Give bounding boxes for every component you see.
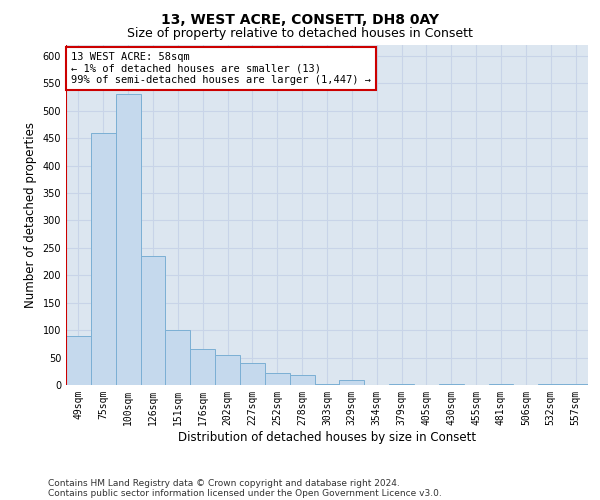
Text: Contains public sector information licensed under the Open Government Licence v3: Contains public sector information licen… [48,488,442,498]
Bar [166,330,190,385]
X-axis label: Distribution of detached houses by size in Consett: Distribution of detached houses by size … [178,430,476,444]
Bar [488,384,514,385]
Text: Size of property relative to detached houses in Consett: Size of property relative to detached ho… [127,28,473,40]
Bar [389,384,414,385]
Bar [215,355,240,385]
Bar [340,380,364,385]
Text: Contains HM Land Registry data © Crown copyright and database right 2024.: Contains HM Land Registry data © Crown c… [48,478,400,488]
Bar [66,336,91,385]
Text: 13 WEST ACRE: 58sqm
← 1% of detached houses are smaller (13)
99% of semi-detache: 13 WEST ACRE: 58sqm ← 1% of detached hou… [71,52,371,85]
Bar [240,363,265,385]
Bar [116,94,140,385]
Bar [265,373,290,385]
Bar [190,350,215,385]
Bar [91,132,116,385]
Bar [538,384,563,385]
Text: 13, WEST ACRE, CONSETT, DH8 0AY: 13, WEST ACRE, CONSETT, DH8 0AY [161,12,439,26]
Bar [314,384,340,385]
Y-axis label: Number of detached properties: Number of detached properties [24,122,37,308]
Bar [290,375,314,385]
Bar [140,256,166,385]
Bar [563,384,588,385]
Bar [439,384,464,385]
